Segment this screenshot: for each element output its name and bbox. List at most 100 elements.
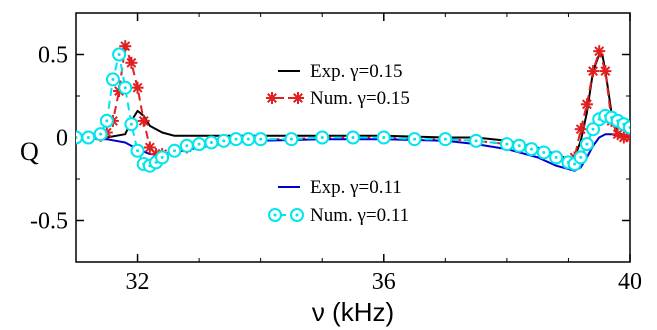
legend-marker-num-015	[266, 92, 304, 104]
data-point-num-011	[124, 117, 139, 132]
data-point-num-011	[512, 138, 527, 153]
data-point-num-015	[131, 81, 144, 94]
legend-label-exp-011: Exp. γ=0.11	[310, 177, 402, 198]
data-point-num-011	[167, 143, 182, 158]
legend-label-exp-015: Exp. γ=0.15	[310, 61, 402, 82]
circle-dot	[579, 155, 583, 159]
circle-dot	[185, 144, 189, 148]
data-point-num-015	[137, 114, 150, 127]
y-tick-label: 0.5	[38, 43, 68, 69]
data-point-num-011	[93, 127, 108, 142]
legend-upper: Exp. γ=0.15 Num. γ=0.15	[266, 61, 410, 109]
data-point-num-011	[579, 137, 594, 152]
data-point-num-011	[76, 130, 83, 145]
circle-dot	[234, 137, 238, 141]
asterisk-stroke	[132, 82, 143, 93]
data-point-num-011	[315, 130, 330, 145]
data-point-num-011	[469, 133, 484, 148]
x-tick-label: 36	[372, 269, 396, 295]
circle-dot	[76, 136, 78, 139]
data-point-num-011	[204, 135, 219, 150]
data-point-num-015	[624, 131, 630, 144]
data-point-num-011	[284, 132, 299, 147]
data-point-num-011	[229, 132, 244, 147]
x-tick-label: 32	[126, 269, 150, 295]
asterisk-stroke	[138, 115, 149, 126]
data-point-num-011	[99, 113, 114, 128]
circle-dot	[351, 136, 355, 139]
circle-dot	[117, 53, 121, 56]
circle-dot	[320, 136, 324, 139]
data-point-num-011	[179, 138, 194, 153]
data-point-num-011	[407, 132, 422, 147]
data-point-num-015	[599, 65, 612, 78]
data-point-num-011	[499, 137, 514, 152]
circle-dot	[129, 122, 133, 126]
data-point-num-011	[81, 130, 96, 145]
circle-dot	[86, 136, 90, 139]
circle-dot	[295, 213, 299, 217]
circle-dot	[99, 132, 103, 136]
legend-circle	[290, 208, 304, 222]
circle-dot	[413, 137, 417, 141]
markers-layer	[76, 40, 630, 173]
data-point-num-015	[119, 40, 132, 53]
circle-dot	[273, 213, 277, 217]
asterisk-stroke	[612, 129, 623, 140]
circle-dot	[530, 147, 534, 151]
data-point-num-011	[346, 130, 360, 145]
circle-dot	[591, 127, 595, 131]
circle-dot	[105, 119, 109, 123]
circle-dot	[474, 139, 478, 143]
data-point-num-015	[574, 123, 587, 136]
data-point-num-015	[125, 56, 138, 69]
legend-lower: Exp. γ=0.11 Num. γ=0.11	[268, 177, 409, 226]
circle-dot	[554, 155, 558, 159]
axis-tick-labels: 32 36 40 0.5 0 -0.5	[30, 43, 642, 296]
series-line-1	[76, 45, 630, 164]
data-point-num-011	[536, 145, 551, 160]
circle-dot	[222, 139, 226, 143]
legend-label-num-015: Num. γ=0.15	[310, 88, 410, 109]
circle-dot	[197, 142, 201, 146]
circle-dot	[289, 137, 293, 141]
circle-dot	[123, 86, 127, 90]
circle-dot	[505, 142, 509, 146]
asterisk-stroke	[575, 124, 586, 135]
x-axis-label: ν (kHz)	[312, 297, 394, 327]
data-point-num-011	[549, 150, 564, 165]
asterisk-stroke	[600, 66, 611, 77]
circle-dot	[628, 126, 630, 130]
circle-dot	[209, 140, 213, 144]
data-point-num-011	[573, 150, 588, 165]
data-point-num-011	[623, 120, 630, 135]
asterisk-stroke	[581, 99, 592, 110]
circle-dot	[246, 137, 250, 141]
circle-dot	[111, 77, 115, 81]
circle-dot	[160, 155, 164, 159]
data-point-num-011	[130, 143, 145, 158]
y-tick-label: -0.5	[30, 209, 68, 235]
data-point-num-011	[253, 132, 268, 147]
circle-dot	[172, 149, 176, 153]
data-point-num-011	[241, 132, 256, 147]
data-point-num-011	[105, 72, 120, 87]
asterisk-stroke	[625, 136, 630, 143]
circle-dot	[573, 162, 577, 166]
legend-asterisk	[266, 92, 278, 104]
circle-dot	[443, 137, 447, 141]
legend-asterisk	[292, 92, 304, 104]
circle-outer	[623, 120, 630, 135]
data-point-num-011	[376, 130, 391, 145]
asterisk-stroke	[267, 93, 277, 103]
circle-dot	[517, 144, 521, 148]
data-point-num-015	[580, 98, 593, 111]
y-tick-label: 0	[56, 126, 68, 152]
data-point-num-011	[216, 133, 231, 148]
asterisk-stroke	[625, 132, 630, 139]
y-axis-label: Q	[20, 137, 39, 166]
legend-marker-num-011	[268, 208, 304, 222]
circle-dot	[259, 137, 263, 141]
circle-dot	[136, 149, 140, 153]
